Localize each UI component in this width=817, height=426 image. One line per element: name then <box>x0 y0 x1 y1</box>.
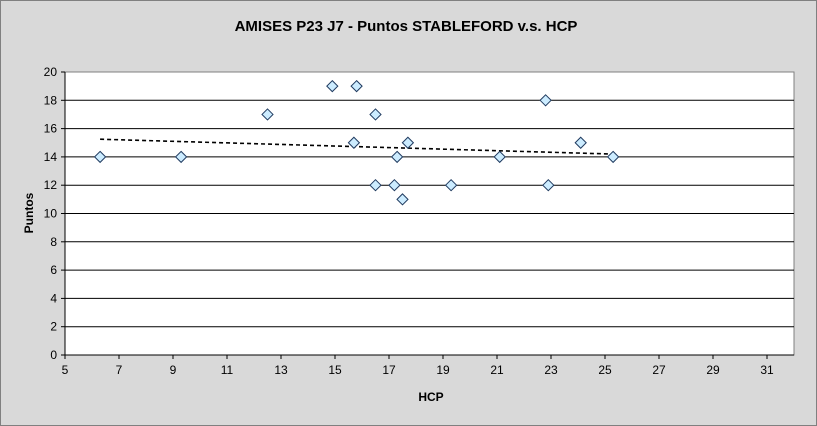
x-tick-label: 19 <box>436 363 450 377</box>
x-tick-label: 9 <box>170 363 177 377</box>
y-tick-label: 10 <box>44 207 58 221</box>
y-tick-label: 16 <box>44 122 58 136</box>
data-point <box>606 150 620 164</box>
data-point <box>493 150 506 164</box>
data-point <box>347 136 361 149</box>
y-tick-label: 14 <box>44 150 58 164</box>
data-point <box>539 94 552 107</box>
data-point <box>261 108 274 121</box>
x-tick-label: 21 <box>490 363 504 377</box>
x-tick-label: 17 <box>382 363 396 377</box>
data-point <box>390 150 404 164</box>
y-tick-label: 4 <box>50 291 57 305</box>
data-point <box>574 136 587 149</box>
y-tick-label: 18 <box>44 93 58 107</box>
data-point <box>542 178 555 192</box>
x-tick-label: 13 <box>274 363 288 377</box>
x-axis-ticks: 5 7 9 11 13 15 17 19 21 23 25 27 29 31 <box>62 355 774 377</box>
x-axis-label: HCP <box>418 390 443 404</box>
data-point <box>369 108 382 121</box>
y-axis-label: Puntos <box>22 192 36 233</box>
data-point <box>174 150 188 164</box>
trendline <box>100 138 614 155</box>
x-tick-label: 31 <box>760 363 774 377</box>
x-tick-label: 15 <box>328 363 342 377</box>
data-point <box>369 178 382 192</box>
x-tick-label: 11 <box>221 363 234 377</box>
data-point <box>326 79 339 93</box>
x-tick-label: 27 <box>652 363 666 377</box>
y-tick-label: 0 <box>50 348 57 362</box>
x-tick-label: 7 <box>116 363 123 377</box>
data-point <box>350 79 363 93</box>
y-tick-label: 12 <box>44 178 58 192</box>
data-point <box>401 136 415 149</box>
chart-title: AMISES P23 J7 - Puntos STABLEFORD v.s. H… <box>235 18 578 35</box>
y-tick-label: 8 <box>50 235 57 249</box>
data-point <box>444 178 458 192</box>
x-tick-label: 23 <box>544 363 558 377</box>
data-points <box>93 79 620 206</box>
x-tick-label: 25 <box>598 363 612 377</box>
data-point <box>388 178 401 192</box>
y-tick-label: 6 <box>50 263 57 277</box>
trendline-group <box>100 138 614 155</box>
x-tick-label: 29 <box>706 363 720 377</box>
x-tick-label: 5 <box>62 363 69 377</box>
data-point <box>93 150 107 164</box>
data-point <box>396 193 409 206</box>
y-tick-label: 2 <box>50 320 57 334</box>
y-tick-label: 20 <box>44 65 58 79</box>
y-axis-ticks: 0 2 4 6 8 10 12 14 16 18 20 <box>44 65 65 362</box>
